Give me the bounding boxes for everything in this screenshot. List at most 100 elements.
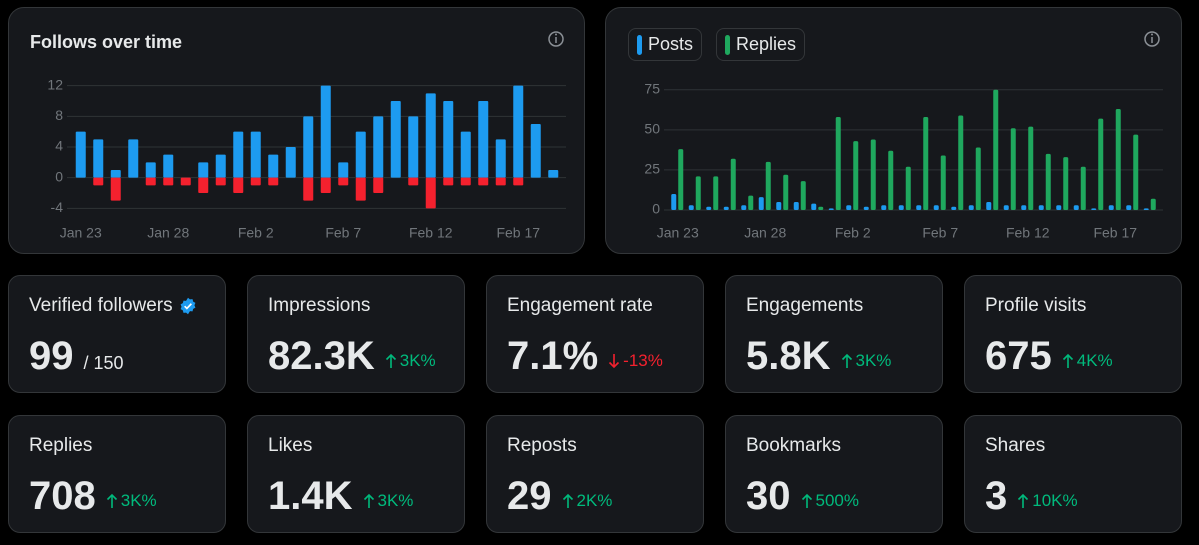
bar	[1021, 205, 1027, 210]
x-tick-label: Feb 17	[1093, 225, 1137, 241]
card-label: Bookmarks	[746, 435, 842, 456]
trend-arrow	[363, 493, 374, 508]
bar	[968, 205, 974, 210]
bar	[110, 170, 121, 178]
stat-card: Shares 3 10K%	[964, 415, 1182, 533]
bar	[530, 124, 541, 178]
bar	[818, 206, 824, 210]
bar	[828, 208, 834, 210]
bar	[390, 101, 401, 178]
card-label-row: Reposts	[507, 435, 577, 457]
card-value-row: 30 500%	[746, 474, 859, 519]
legend-item[interactable]: Posts	[628, 28, 703, 61]
chart: Follows over time 12 8 4 0 -4 Jan 23 Jan 28 Feb…	[30, 31, 566, 241]
x-tick-label: Jan 28	[147, 225, 189, 241]
card-value-row: 99 / 150	[29, 334, 124, 379]
legend-label: Posts	[648, 34, 694, 54]
y-tick-label: 75	[644, 81, 660, 97]
chart: 75 50 25 0 Jan 23 Jan 28 Feb 2 Feb 7 Feb 12 Feb 1…	[644, 31, 1163, 241]
bar	[958, 115, 964, 210]
card-value-row: 29 2K%	[507, 474, 612, 519]
bar	[443, 101, 454, 178]
bar	[993, 89, 999, 210]
bar	[835, 117, 841, 210]
y-tick-label: -4	[51, 199, 64, 215]
x-tick-label: Jan 23	[657, 225, 699, 241]
bar	[460, 131, 471, 178]
card-label-row: Verified followers	[29, 295, 197, 317]
bar	[320, 85, 331, 178]
card-label: Engagement rate	[507, 295, 653, 316]
card-value-row: 82.3K 3K%	[268, 334, 436, 379]
x-tick-label: Feb 7	[325, 225, 361, 241]
bar	[250, 177, 261, 186]
legend-label: Replies	[736, 34, 797, 54]
card-label-row: Bookmarks	[746, 435, 841, 457]
bar	[881, 205, 887, 210]
bar	[1045, 153, 1051, 210]
card-label: Shares	[985, 435, 1046, 456]
bar	[678, 149, 684, 210]
info-icon[interactable]	[1144, 31, 1160, 47]
card-change-value: 10K%	[1032, 491, 1078, 510]
bar	[355, 177, 366, 201]
bar	[268, 177, 279, 186]
card-value: 82.3K	[268, 334, 375, 378]
stat-card: Impressions 82.3K 3K%	[247, 275, 465, 393]
trend-arrow	[801, 493, 812, 508]
bar	[215, 177, 226, 186]
bar	[1080, 166, 1086, 210]
bar	[951, 206, 957, 210]
card-label: Engagements	[746, 295, 864, 316]
bar	[478, 101, 489, 178]
bar	[548, 170, 559, 178]
legend-item[interactable]: Replies	[716, 28, 806, 61]
x-tick-label: Feb 2	[238, 225, 274, 241]
bar	[233, 131, 244, 178]
card-change: 3K%	[106, 491, 157, 511]
bar	[783, 174, 789, 210]
bar	[741, 205, 747, 210]
card-value: 1.4K	[268, 474, 353, 518]
bar	[285, 147, 296, 178]
stat-card: Bookmarks 30 500%	[725, 415, 943, 533]
card-label-row: Replies	[29, 435, 92, 457]
card-value: 7.1%	[507, 334, 599, 378]
x-tick-label: Feb 12	[1006, 225, 1050, 241]
bar	[93, 177, 104, 186]
bar	[706, 206, 712, 210]
card-change: 500%	[801, 491, 859, 511]
bar	[870, 139, 876, 210]
bar	[975, 147, 981, 210]
card-change-value: 3K%	[399, 351, 436, 370]
bar	[916, 205, 922, 210]
stat-card: Likes 1.4K 3K%	[247, 415, 465, 533]
bar	[1143, 208, 1149, 210]
bar	[460, 177, 471, 186]
bar	[1098, 118, 1104, 210]
bar	[513, 85, 524, 178]
bar	[1003, 205, 1009, 210]
card-value-row: 3 10K%	[985, 474, 1078, 519]
bar	[1038, 205, 1044, 210]
chart-title: Follows over time	[30, 32, 182, 52]
bar	[303, 116, 314, 178]
x-tick-label: Feb 17	[496, 225, 540, 241]
bar	[93, 139, 104, 178]
bar	[765, 161, 771, 210]
bar	[1108, 205, 1114, 210]
bar	[695, 176, 701, 210]
stat-card: Reposts 29 2K%	[486, 415, 704, 533]
card-label-row: Engagements	[746, 295, 863, 317]
trend-arrow	[1062, 353, 1073, 368]
info-icon[interactable]	[548, 31, 564, 47]
stat-card: Replies 708 3K%	[8, 415, 226, 533]
chart-panel: Follows over time 12 8 4 0 -4 Jan 23 Jan 28 Feb…	[8, 7, 585, 254]
card-label: Replies	[29, 435, 93, 456]
bar	[1133, 134, 1139, 210]
card-value: 5.8K	[746, 334, 831, 378]
y-tick-label: 25	[644, 161, 660, 177]
bar	[408, 177, 419, 186]
y-tick-label: 0	[652, 201, 660, 217]
